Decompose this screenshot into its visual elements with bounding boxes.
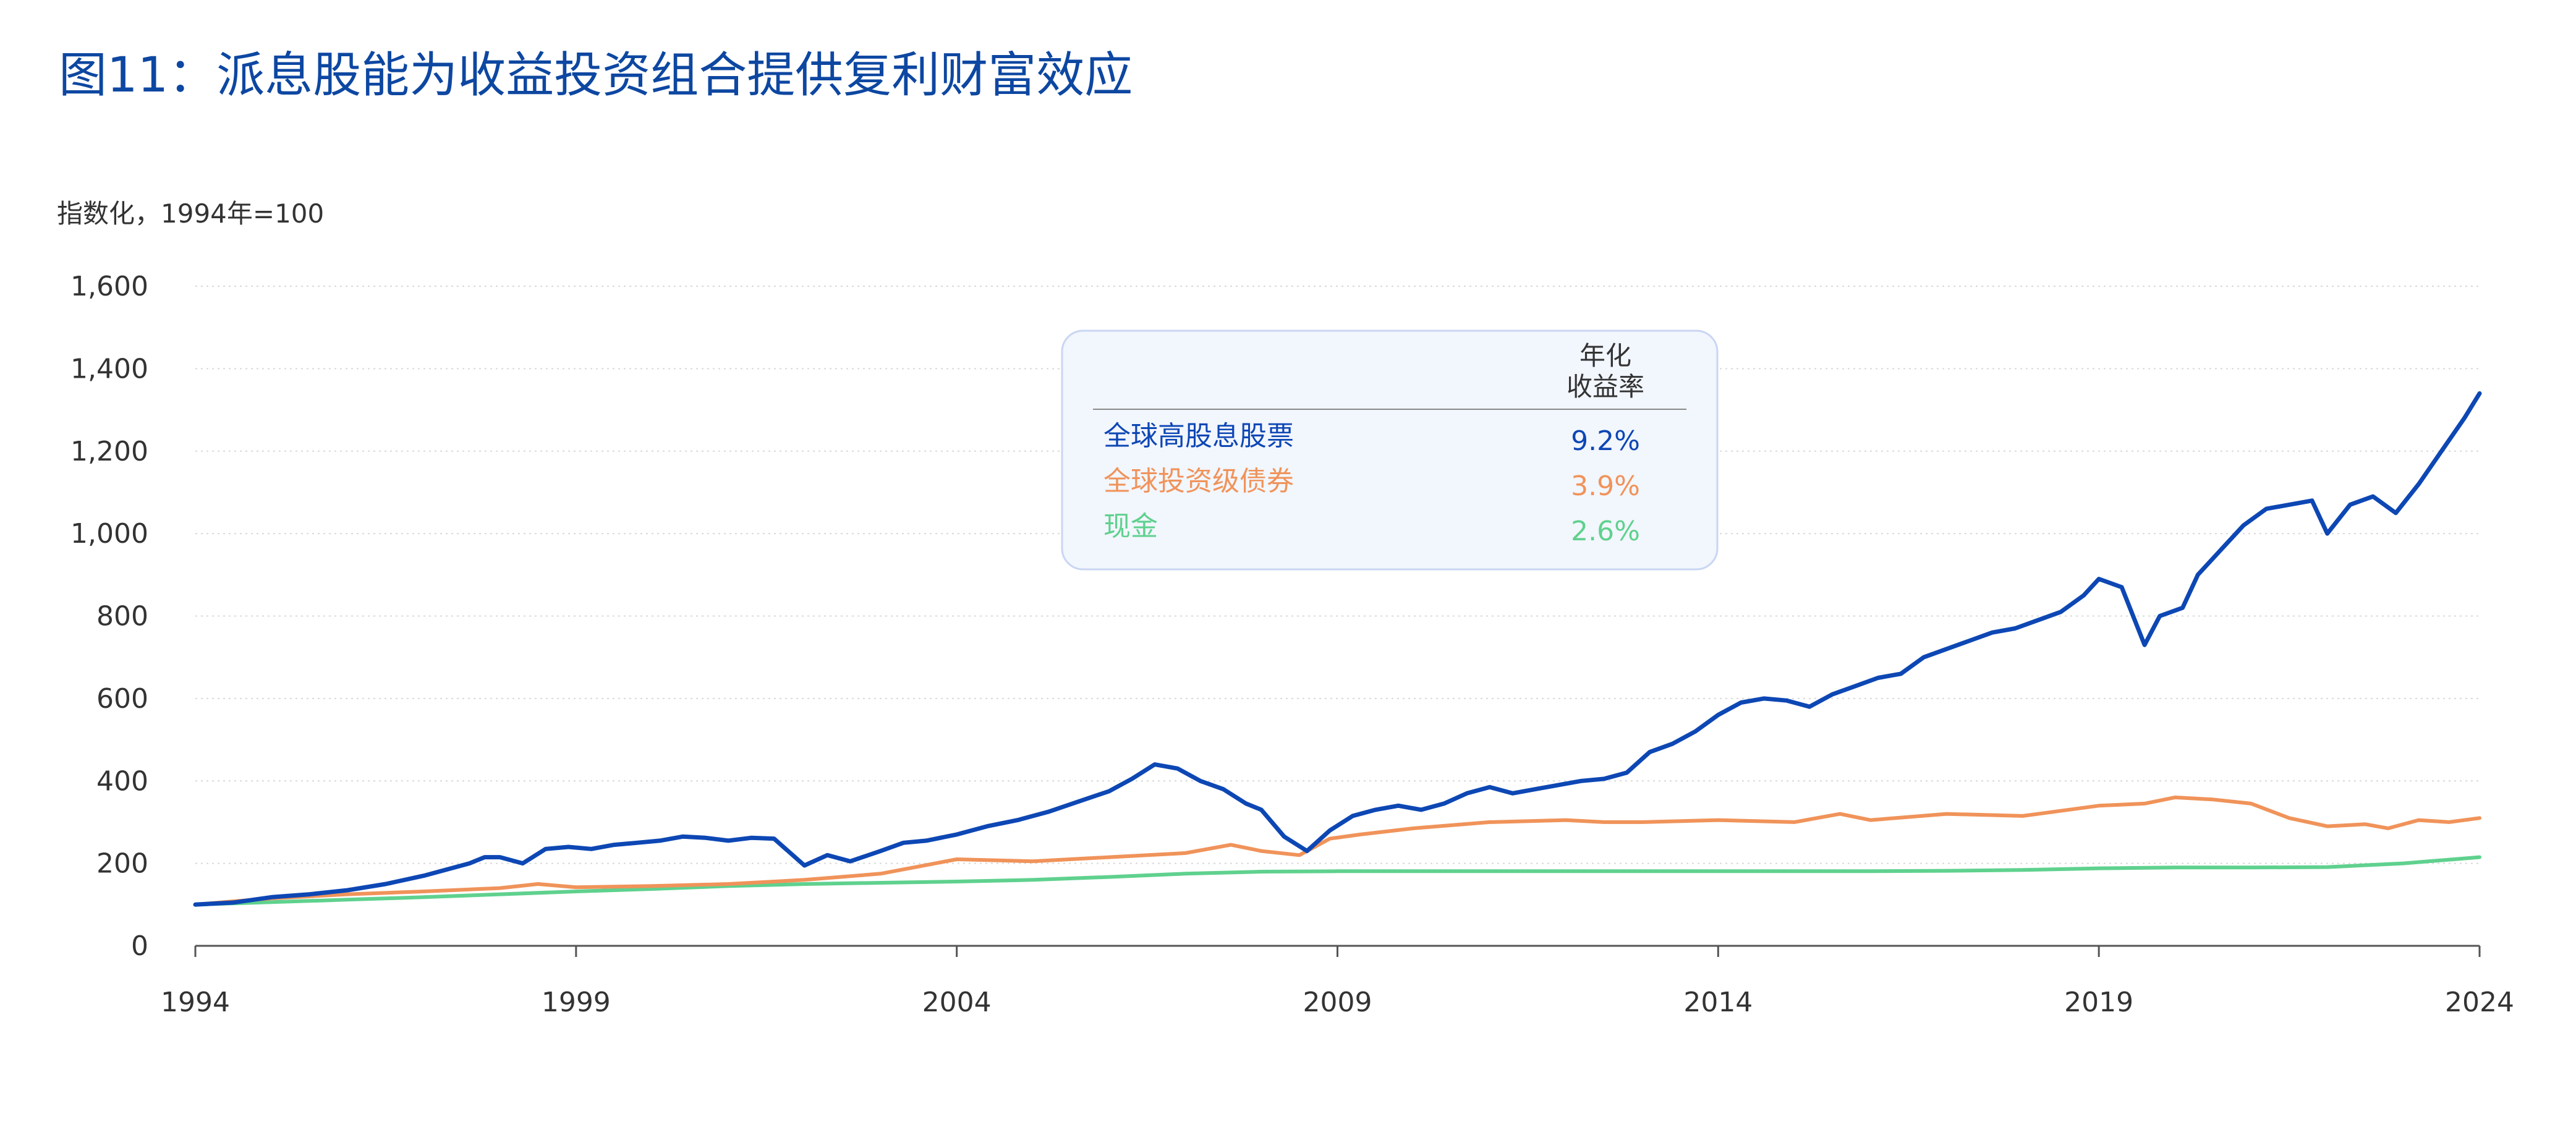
series-line-0 — [193, 391, 2482, 907]
y-tick-label: 200 — [96, 848, 148, 880]
legend: 年化 收益率 全球高股息股票 9.2% 全球投资级债券 3.9% 现金 2.6% — [1061, 329, 1719, 571]
y-tick-label: 1,400 — [70, 353, 148, 385]
y-axis-label: 指数化，1994年=100 — [57, 198, 324, 229]
series-line-2 — [193, 855, 2481, 907]
x-tick-label: 2014 — [1683, 987, 1753, 1018]
x-tick-label: 1999 — [542, 987, 611, 1018]
legend-annual-return: 2.6% — [1571, 516, 1640, 547]
legend-annual-return: 9.2% — [1571, 425, 1640, 457]
x-axis: 1994 1999 2004 2009 2014 2019 2024 — [161, 945, 2514, 1018]
series-line-1 — [193, 795, 2481, 907]
legend-annual-return: 3.9% — [1571, 470, 1640, 502]
y-tick-label: 1,200 — [70, 436, 148, 467]
x-tick-label: 2009 — [1303, 987, 1372, 1018]
chart-title: 图11：派息股能为收益投资组合提供复利财富效应 — [59, 48, 1133, 103]
x-tick-label: 2019 — [2064, 987, 2133, 1018]
legend-series-name: 现金 — [1103, 511, 1158, 542]
y-axis-ticks: 0 200 400 600 800 1,000 1,200 1,400 1,600 — [70, 271, 148, 962]
legend-header-line1: 年化 — [1579, 341, 1631, 371]
y-tick-label: 600 — [96, 683, 148, 715]
series-lines — [193, 391, 2482, 907]
y-tick-label: 1,600 — [70, 271, 148, 302]
y-tick-label: 0 — [131, 930, 148, 962]
y-tick-label: 400 — [96, 765, 148, 797]
x-tick-label: 1994 — [161, 987, 230, 1018]
legend-header-line2: 收益率 — [1566, 372, 1644, 402]
legend-series-name: 全球高股息股票 — [1103, 420, 1294, 452]
y-tick-label: 1,000 — [70, 518, 148, 550]
y-tick-label: 800 — [96, 601, 148, 632]
x-tick-label: 2004 — [922, 987, 992, 1018]
legend-series-name: 全球投资级债券 — [1103, 465, 1294, 497]
legend-background — [1061, 329, 1719, 571]
x-tick-label: 2024 — [2445, 987, 2514, 1018]
